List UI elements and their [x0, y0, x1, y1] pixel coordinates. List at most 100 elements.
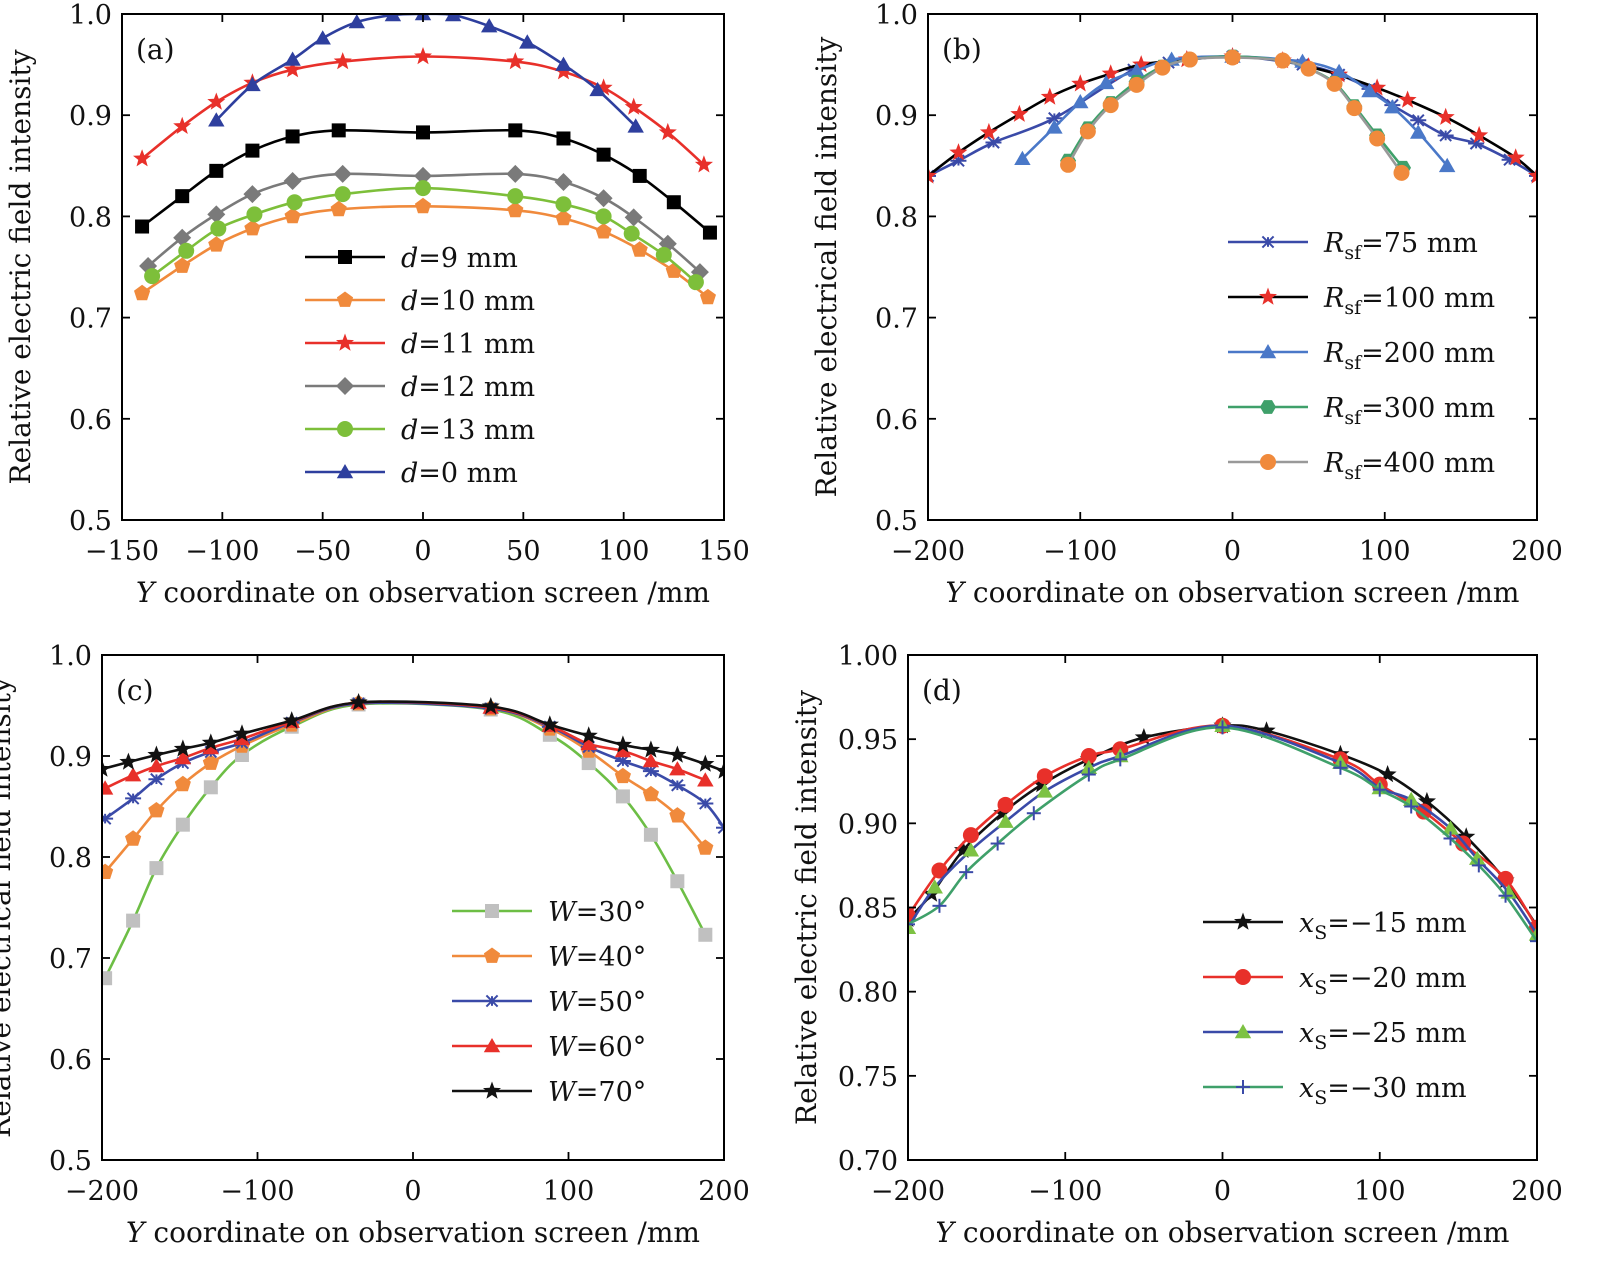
- legend-marker: [1260, 454, 1276, 470]
- data-point: [414, 166, 432, 185]
- data-point: [202, 754, 219, 770]
- legend-marker: [336, 291, 354, 307]
- data-point: [642, 753, 660, 768]
- legend-subscript: sf: [1344, 462, 1363, 484]
- legend-label: W=50°: [548, 987, 646, 1018]
- y-tick-label: 0.5: [875, 506, 918, 537]
- x-tick-label: 100: [598, 536, 650, 567]
- data-point: [175, 189, 190, 204]
- y-tick-label: 0.9: [49, 742, 92, 773]
- data-point: [1128, 62, 1145, 77]
- legend-variable: R: [1323, 338, 1344, 369]
- data-point: [555, 56, 572, 71]
- legend-item: d=12 mm: [305, 372, 535, 403]
- legend-value: =0 mm: [418, 458, 518, 489]
- data-point: [655, 246, 672, 263]
- x-tick-label: 200: [1511, 536, 1563, 567]
- x-axis-variable: Y: [936, 1216, 957, 1249]
- legend-value: =60°: [576, 1032, 646, 1063]
- data-point: [1361, 82, 1378, 98]
- legend-variable: W: [548, 1077, 578, 1108]
- legend-marker: [1260, 400, 1276, 414]
- x-tick-label: 0: [1224, 536, 1241, 567]
- y-tick-label: 0.95: [838, 725, 898, 756]
- data-point: [716, 821, 724, 835]
- data-point: [699, 288, 716, 305]
- legend-item: W=30°: [452, 897, 646, 928]
- data-point: [594, 189, 613, 208]
- y-tick-label: 0.8: [875, 202, 918, 233]
- x-axis-label: coordinate on observation screen /mm: [153, 1216, 700, 1249]
- legend-variable: W: [548, 942, 578, 973]
- legend-label: Rsf=300 mm: [1323, 393, 1495, 429]
- y-tick-label: 1.00: [838, 641, 898, 672]
- data-point: [627, 118, 644, 133]
- legend-variable: d: [401, 458, 418, 489]
- data-point: [962, 842, 980, 857]
- y-axis-title: Relative electrical field intensity: [0, 677, 17, 1138]
- y-tick-label: 0.70: [838, 1146, 898, 1177]
- y-tick-label: 0.6: [69, 405, 112, 436]
- data-point: [1436, 107, 1455, 125]
- y-tick-label: 1.0: [875, 0, 918, 31]
- data-point: [931, 862, 948, 879]
- legend-marker: [1236, 1080, 1250, 1094]
- data-point: [1102, 97, 1119, 114]
- data-point: [697, 772, 714, 787]
- data-point: [540, 715, 559, 733]
- legend-item: W=50°: [452, 987, 646, 1018]
- y-tick-label: 1.0: [49, 641, 92, 672]
- data-point: [174, 750, 192, 765]
- x-axis-label: coordinate on observation screen /mm: [963, 1216, 1510, 1249]
- data-point: [696, 754, 715, 772]
- legend-label: xS=−15 mm: [1299, 908, 1467, 944]
- panel-label: (b): [942, 33, 982, 66]
- data-point: [1368, 78, 1387, 96]
- data-point: [1097, 74, 1115, 90]
- legend-value: =−15 mm: [1327, 908, 1466, 939]
- data-point: [208, 236, 225, 252]
- x-tick-label: 150: [698, 536, 750, 567]
- legend-marker: [1259, 344, 1277, 359]
- plot-frame: [927, 13, 1538, 521]
- data-point: [286, 194, 303, 211]
- data-point: [244, 220, 261, 236]
- data-point: [507, 188, 524, 205]
- x-tick-label: −200: [891, 536, 965, 567]
- x-axis-label: coordinate on observation screen /mm: [163, 576, 710, 609]
- data-point: [1224, 49, 1241, 66]
- legend-variable: R: [1323, 448, 1344, 479]
- data-point: [613, 735, 632, 753]
- legend-item: xS=−15 mm: [1203, 908, 1467, 944]
- data-point: [284, 51, 301, 66]
- data-point: [175, 817, 190, 832]
- x-axis-title: Y coordinate on observation screen /mm: [126, 1216, 700, 1249]
- data-point: [642, 764, 659, 778]
- series-line-3: [104, 701, 724, 829]
- legend-label: W=40°: [548, 942, 646, 973]
- legend-label: W=70°: [548, 1077, 646, 1108]
- y-tick-label: 0.6: [875, 405, 918, 436]
- data-point: [330, 200, 347, 217]
- y-tick-label: 0.90: [838, 809, 898, 840]
- data-point: [623, 225, 640, 242]
- legend-value: =200 mm: [1361, 338, 1495, 369]
- data-point: [207, 205, 226, 224]
- legend-variable: x: [1299, 908, 1314, 939]
- data-point: [1372, 782, 1387, 797]
- x-tick-label: −200: [65, 1176, 139, 1207]
- data-point: [348, 14, 365, 29]
- legend-item: d=13 mm: [305, 415, 535, 446]
- data-point: [284, 207, 301, 224]
- data-point: [1415, 803, 1432, 820]
- data-point: [174, 775, 191, 792]
- y-tick-label: 0.80: [838, 978, 898, 1009]
- data-point: [556, 131, 571, 146]
- data-point: [642, 785, 659, 802]
- legend-item: Rsf=100 mm: [1228, 283, 1495, 319]
- data-point: [1128, 76, 1145, 93]
- data-point: [928, 166, 937, 184]
- legend-value: =400 mm: [1361, 448, 1495, 479]
- panel-d: −200 −100 0 100 200 0.70 0.75 0.80 0.85 0.90 0.95 1…: [790, 641, 1563, 1249]
- data-point: [1081, 767, 1096, 782]
